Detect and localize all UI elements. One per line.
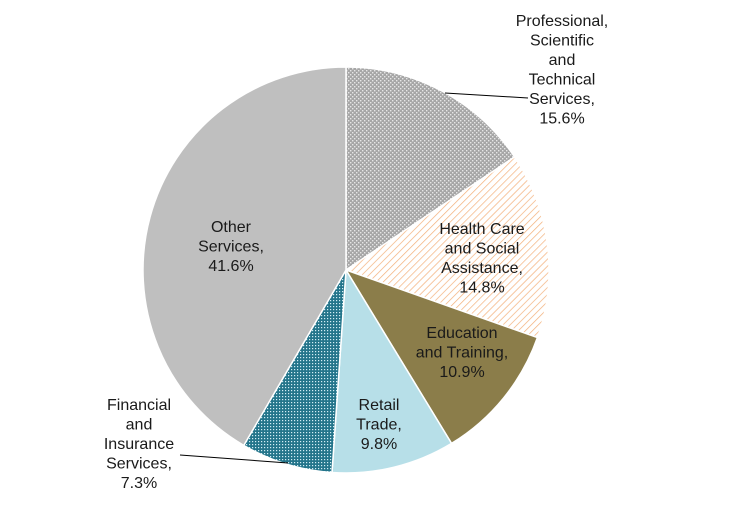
pie-slice-health-care-and-social-assistance [344,155,550,339]
leader-line [179,454,289,464]
pie-slices [142,66,550,474]
data-label: Health Care and Social Assistance, 14.8% [439,221,524,297]
data-label: Education and Training, 10.9% [416,325,509,381]
data-label: Retail Trade, 9.8% [356,397,402,453]
leader-line [444,92,529,99]
pie-slice-education-and-training [344,268,539,445]
data-label: Financial and Insurance Services, 7.3% [104,397,174,492]
pie-slice-professional-scientific-and-technical-services [345,66,516,272]
data-label: Other Services, 41.6% [198,219,264,275]
slice-labels: Professional, Scientific and Technical Servi… [104,13,608,492]
leader-lines [179,92,529,464]
pie-slice-retail-trade [331,267,453,474]
data-label: Professional, Scientific and Technical Servi… [516,13,609,128]
pie-slice-other-services [142,66,347,447]
